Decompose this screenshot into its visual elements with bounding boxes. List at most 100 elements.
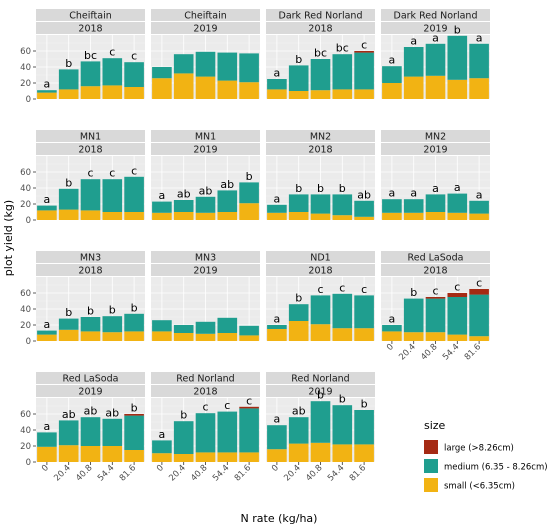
bar-medium (102, 179, 123, 212)
bar-medium (425, 194, 446, 212)
significance-letter: c (339, 281, 345, 294)
bar-medium (37, 330, 57, 335)
significance-letter: c (454, 281, 460, 294)
significance-letter: a (44, 193, 51, 206)
significance-letter: ab (177, 188, 191, 201)
strip-year: 2019 (193, 145, 217, 156)
strip-variety-bg (36, 251, 145, 263)
significance-letter: b (454, 23, 461, 36)
significance-letter: ab (62, 408, 76, 421)
x-tick-label: 81.6 (233, 463, 253, 483)
significance-letter: ab (220, 178, 234, 191)
strip-year: 2019 (308, 387, 332, 398)
bar-medium (173, 200, 194, 212)
strip-year-bg (36, 385, 145, 397)
y-tick-label: 0 (26, 216, 31, 226)
strip-variety: Cheiftain (184, 11, 227, 22)
bar-medium (267, 204, 287, 213)
bar-small (354, 216, 374, 220)
x-tick-label: 81.6 (118, 463, 138, 483)
strip-year-bg (36, 143, 145, 155)
bar-small (37, 92, 57, 99)
bar-small (58, 329, 79, 341)
bar-small (332, 215, 353, 220)
bar-medium (469, 200, 489, 214)
strip-variety: Dark Red Norland (394, 11, 478, 22)
y-tick-label: 40 (20, 63, 31, 73)
significance-letter: c (317, 283, 323, 296)
x-tick-label: 40.8 (419, 342, 439, 362)
bar-small (195, 212, 216, 220)
legend-swatch-medium (424, 459, 438, 473)
bar-small (354, 89, 374, 99)
strip-year: 2018 (308, 266, 332, 277)
bar-small (124, 450, 144, 462)
bar-medium (37, 205, 57, 211)
significance-letter: c (109, 167, 115, 180)
panel: Cheiftain 2019 (151, 9, 260, 100)
bar-medium (173, 421, 194, 454)
strip-variety-bg (36, 130, 145, 142)
bar-medium (469, 43, 489, 79)
strip-variety-bg (266, 130, 375, 142)
bar-medium (195, 413, 216, 453)
bar-small (354, 444, 374, 462)
significance-letter: c (131, 164, 137, 177)
y-tick-label: 40 (20, 426, 31, 436)
bar-medium (152, 440, 172, 454)
bar-small (239, 452, 259, 462)
bar-medium (310, 59, 331, 91)
strip-variety-bg (266, 251, 375, 263)
significance-letter: ab (84, 405, 98, 418)
legend-label-small: small (<6.35cm) (444, 482, 515, 492)
bar-medium (288, 304, 309, 321)
significance-letter: a (44, 318, 51, 331)
strip-variety: MN1 (195, 132, 216, 143)
panel: Red LaSoda 2018 a b c c c 0 20.4 40.8 54.4 81.6 (381, 251, 490, 363)
bar-medium (354, 295, 374, 329)
bar-medium (124, 313, 144, 332)
bar-medium (152, 320, 172, 332)
bar-small (447, 79, 468, 99)
strip-variety-bg (36, 9, 145, 21)
bar-medium (267, 325, 287, 329)
bar-medium (354, 52, 374, 90)
x-tick-label: 0 (40, 463, 51, 474)
bar-medium (403, 199, 424, 213)
bar-medium (425, 43, 446, 76)
bar-small (447, 212, 468, 220)
bar-medium (288, 65, 309, 91)
y-tick-label: 60 (20, 289, 31, 299)
y-axis-title: plot yield (kg) (2, 200, 15, 276)
strip-year-bg (381, 22, 490, 34)
strip-year: 2019 (193, 266, 217, 277)
strip-variety: MN2 (425, 132, 446, 143)
bar-small (267, 212, 287, 220)
bar-small (195, 333, 216, 341)
significance-letter: b (339, 393, 346, 406)
legend-entries: large (>8.26cm) medium (6.35 - 8.26cm) sma… (424, 440, 548, 492)
bar-small (217, 80, 238, 99)
strip-variety-bg (381, 130, 490, 142)
significance-letter: a (389, 187, 396, 200)
bar-medium (80, 317, 101, 332)
panel: MN1 2018 a b c c c 0 20 40 60 (20, 130, 145, 226)
significance-letter: b (65, 306, 72, 319)
strip-variety-bg (381, 251, 490, 263)
bar-small (152, 78, 172, 99)
bar-medium (58, 318, 79, 330)
legend-swatch-large (424, 440, 438, 454)
significance-letter: c (361, 283, 367, 296)
bar-medium (102, 58, 123, 86)
x-tick-label: 81.6 (348, 463, 368, 483)
x-tick-label: 54.4 (96, 463, 116, 483)
bar-small (288, 212, 309, 220)
bar-medium (217, 190, 238, 212)
bar-medium (354, 200, 374, 217)
bar-medium (102, 316, 123, 333)
significance-letter: ab (199, 184, 213, 197)
x-tick-label: 20.4 (167, 463, 187, 483)
bar-small (403, 76, 424, 99)
x-tick-label: 54.4 (441, 342, 461, 362)
significance-letter: a (410, 35, 417, 48)
